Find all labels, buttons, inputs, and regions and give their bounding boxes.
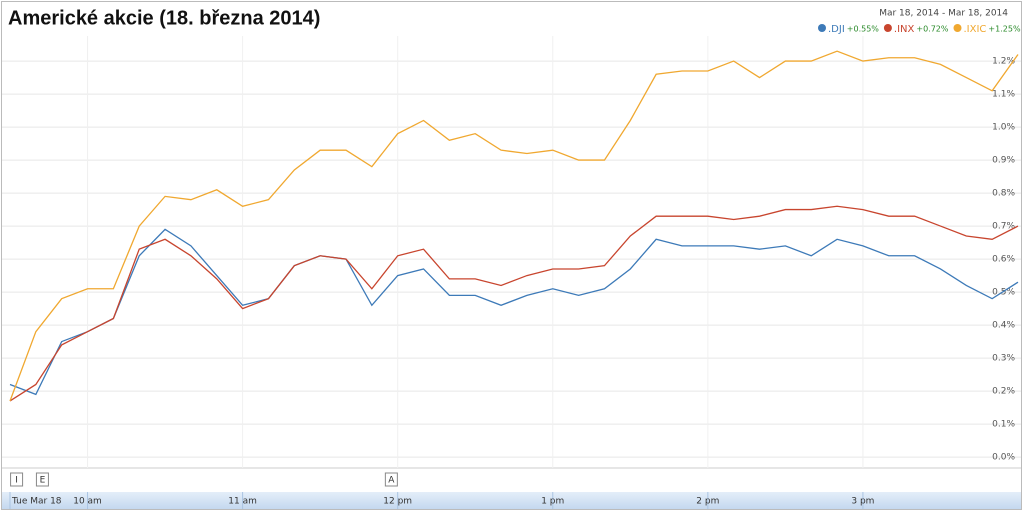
x-tick-label: 2 pm (696, 497, 719, 507)
legend-dot (818, 24, 826, 32)
event-flag: A (384, 472, 398, 487)
y-tick-label: 1.0% (992, 123, 1015, 133)
y-tick-label: 1.2% (992, 57, 1015, 67)
legend-change: +0.72% (916, 25, 949, 34)
legend-change: +1.25% (988, 25, 1021, 34)
x-tick-label: Tue Mar 18 (11, 497, 62, 507)
flag-box (10, 472, 24, 487)
y-tick-label: 0.7% (992, 222, 1015, 232)
series-line (9, 50, 1019, 402)
legend-name: .DJI (828, 24, 845, 35)
legend-change: +0.55% (847, 25, 880, 34)
date-range: Mar 18, 2014 - Mar 18, 2014 (879, 9, 1008, 19)
y-tick-label: 0.8% (992, 189, 1015, 199)
legend-dot (953, 24, 962, 32)
y-tick-label: 0.6% (992, 255, 1015, 265)
x-tick-label: 10 am (73, 497, 102, 507)
legend-dot (883, 24, 892, 32)
x-tick-label: 12 pm (383, 497, 412, 507)
y-tick-label: 0.0% (992, 453, 1015, 463)
y-tick-label: 0.2% (992, 387, 1015, 397)
x-tick-label: 3 pm (851, 497, 874, 507)
chart-title: Americké akcie (18. března 2014) (8, 7, 320, 29)
time-bar (2, 492, 1021, 509)
series-line (9, 205, 1019, 402)
flag-label: E (40, 476, 46, 486)
x-tick-label: 1 pm (541, 497, 564, 507)
y-tick-label: 0.3% (992, 354, 1015, 364)
x-tick-label: 11 am (228, 497, 257, 507)
event-flag: E (35, 472, 49, 487)
flag-label: I (15, 476, 18, 486)
y-tick-label: 0.1% (992, 420, 1015, 430)
series-line (9, 228, 1019, 396)
y-tick-label: 0.9% (992, 156, 1015, 166)
legend-name: .IXIC (964, 24, 987, 35)
flag-box (35, 472, 49, 487)
y-tick-label: 0.5% (992, 288, 1015, 298)
legend-name: .INX (894, 24, 915, 35)
event-flag: I (10, 472, 24, 487)
y-tick-label: 0.4% (992, 321, 1015, 331)
flag-box (384, 472, 398, 487)
flag-label: A (388, 476, 395, 486)
y-tick-label: 1.1% (992, 90, 1015, 100)
